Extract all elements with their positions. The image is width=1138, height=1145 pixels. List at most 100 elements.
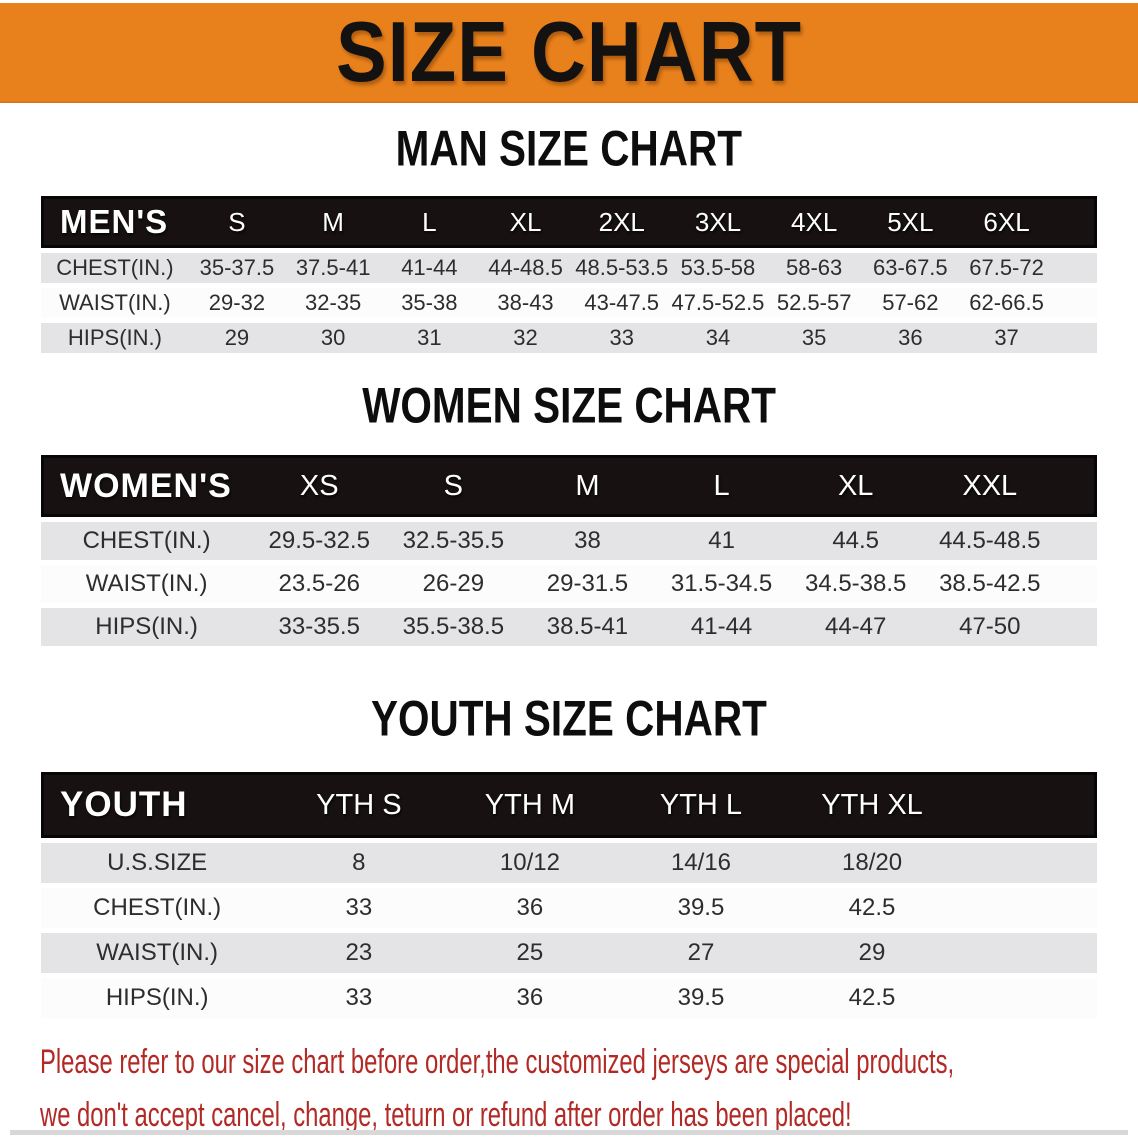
size-cell-waist-in-xxl: 38.5-42.5 <box>922 565 1057 603</box>
men-header-label: MEN'S <box>41 196 189 248</box>
row-label: HIPS(IN.) <box>41 608 253 646</box>
size-cell-chest-in-4xl: 58-63 <box>766 253 863 283</box>
women-section-title: WOMEN SIZE CHART <box>0 376 1138 434</box>
size-cell-u-s-size-yth-s: 8 <box>273 843 445 883</box>
header-spacer-cell <box>1056 455 1097 517</box>
youth-section-title-text: YOUTH SIZE CHART <box>371 689 767 747</box>
size-cell-hips-in-6xl: 37 <box>958 323 1055 353</box>
size-cell-waist-in-3xl: 47.5-52.5 <box>669 288 767 318</box>
size-cell-hips-in-m: 30 <box>285 323 382 353</box>
size-chart-content: MAN SIZE CHART MEN'S S M L XL 2XL 3XL 4XL 5XL 6X… <box>0 123 1138 1023</box>
size-cell-chest-in-m: 37.5-41 <box>285 253 382 283</box>
table-row-hips-in: HIPS(IN.) 33-35.5 35.5-38.5 38.5-41 41-44 44-… <box>41 608 1097 646</box>
column-header-xs: XS <box>252 455 387 517</box>
header-spacer-cell <box>1054 196 1097 248</box>
size-cell-chest-in-3xl: 53.5-58 <box>669 253 767 283</box>
size-cell-chest-in-s: 35-37.5 <box>188 253 286 283</box>
notice-line-2: we don't accept cancel, change, teturn o… <box>40 1092 1138 1145</box>
table-row-chest-in: CHEST(IN.) 29.5-32.5 32.5-35.5 38 41 44.5 44.5… <box>41 522 1097 560</box>
notice-line-1: Please refer to our size chart before or… <box>40 1039 1138 1092</box>
size-cell-waist-in-yth-l: 27 <box>615 933 787 973</box>
size-cell-hips-in-yth-l: 39.5 <box>615 978 787 1018</box>
size-cell-chest-in-l: 41 <box>654 522 789 560</box>
row-spacer-cell <box>1054 323 1097 353</box>
row-label: CHEST(IN.) <box>41 888 274 928</box>
column-header-l: L <box>381 196 478 248</box>
size-cell-waist-in-xs: 23.5-26 <box>252 565 387 603</box>
notice-line-1-text: Please refer to our size chart before or… <box>40 1043 955 1081</box>
youth-size-table: YOUTH YTH S YTH M YTH L YTH XL U.S.SIZE 8 10/… <box>41 767 1097 1023</box>
size-cell-waist-in-6xl: 62-66.5 <box>958 288 1055 318</box>
size-cell-u-s-size-yth-xl: 18/20 <box>786 843 958 883</box>
row-spacer-cell <box>1056 565 1097 603</box>
size-cell-hips-in-2xl: 33 <box>573 323 670 353</box>
size-cell-u-s-size-yth-l: 14/16 <box>615 843 787 883</box>
size-cell-hips-in-yth-m: 36 <box>444 978 616 1018</box>
size-cell-waist-in-s: 26-29 <box>386 565 521 603</box>
size-cell-chest-in-yth-s: 33 <box>273 888 445 928</box>
men-header-row: MEN'S S M L XL 2XL 3XL 4XL 5XL 6XL <box>41 196 1097 248</box>
column-header-5xl: 5XL <box>862 196 959 248</box>
size-cell-hips-in-l: 31 <box>381 323 478 353</box>
column-header-xl: XL <box>788 455 923 517</box>
column-header-xxl: XXL <box>922 455 1057 517</box>
size-cell-hips-in-4xl: 35 <box>766 323 863 353</box>
size-cell-chest-in-m: 38 <box>520 522 655 560</box>
column-header-m: M <box>520 455 655 517</box>
row-spacer-cell <box>1054 288 1097 318</box>
size-cell-waist-in-xl: 34.5-38.5 <box>788 565 923 603</box>
row-spacer-cell <box>1056 522 1097 560</box>
size-cell-chest-in-s: 32.5-35.5 <box>386 522 521 560</box>
size-cell-waist-in-l: 35-38 <box>381 288 478 318</box>
row-label: WAIST(IN.) <box>41 288 189 318</box>
size-cell-waist-in-m: 29-31.5 <box>520 565 655 603</box>
row-spacer-cell <box>1056 608 1097 646</box>
size-cell-waist-in-yth-s: 23 <box>273 933 445 973</box>
column-header-s: S <box>386 455 521 517</box>
youth-header-label: YOUTH <box>41 772 274 838</box>
size-cell-waist-in-yth-m: 25 <box>444 933 616 973</box>
notice-line-2-text: we don't accept cancel, change, teturn o… <box>40 1096 852 1134</box>
size-cell-waist-in-5xl: 57-62 <box>862 288 959 318</box>
size-cell-chest-in-yth-xl: 42.5 <box>786 888 958 928</box>
header-spacer-cell <box>957 772 1097 838</box>
column-header-3xl: 3XL <box>669 196 767 248</box>
row-label: WAIST(IN.) <box>41 933 274 973</box>
size-cell-hips-in-l: 41-44 <box>654 608 789 646</box>
size-cell-chest-in-2xl: 48.5-53.5 <box>573 253 670 283</box>
size-cell-waist-in-xl: 38-43 <box>477 288 574 318</box>
men-table-wrap: MEN'S S M L XL 2XL 3XL 4XL 5XL 6XL CHEST(IN.) 35-… <box>41 191 1097 358</box>
column-header-yth-xl: YTH XL <box>786 772 958 838</box>
size-cell-hips-in-xxl: 47-50 <box>922 608 1057 646</box>
size-cell-waist-in-4xl: 52.5-57 <box>766 288 863 318</box>
table-row-chest-in: CHEST(IN.) 35-37.5 37.5-41 41-44 44-48.5 48.5… <box>41 253 1097 283</box>
column-header-xl: XL <box>477 196 574 248</box>
table-row-u-s-size: U.S.SIZE 8 10/12 14/16 18/20 <box>41 843 1097 883</box>
column-header-2xl: 2XL <box>573 196 670 248</box>
size-cell-hips-in-5xl: 36 <box>862 323 959 353</box>
table-row-waist-in: WAIST(IN.) 29-32 32-35 35-38 38-43 43-47.5 47.… <box>41 288 1097 318</box>
women-section-title-text: WOMEN SIZE CHART <box>362 376 776 434</box>
column-header-4xl: 4XL <box>766 196 863 248</box>
youth-header-row: YOUTH YTH S YTH M YTH L YTH XL <box>41 772 1097 838</box>
size-cell-chest-in-yth-l: 39.5 <box>615 888 787 928</box>
column-header-yth-m: YTH M <box>444 772 616 838</box>
column-header-s: S <box>188 196 286 248</box>
size-cell-hips-in-xl: 32 <box>477 323 574 353</box>
size-cell-waist-in-l: 31.5-34.5 <box>654 565 789 603</box>
column-header-m: M <box>285 196 382 248</box>
column-header-l: L <box>654 455 789 517</box>
column-header-yth-s: YTH S <box>273 772 445 838</box>
row-spacer-cell <box>957 978 1097 1018</box>
size-cell-waist-in-2xl: 43-47.5 <box>573 288 670 318</box>
row-label: U.S.SIZE <box>41 843 274 883</box>
row-label: HIPS(IN.) <box>41 323 189 353</box>
row-label: HIPS(IN.) <box>41 978 274 1018</box>
size-cell-waist-in-yth-xl: 29 <box>786 933 958 973</box>
size-cell-hips-in-s: 35.5-38.5 <box>386 608 521 646</box>
size-cell-hips-in-yth-s: 33 <box>273 978 445 1018</box>
youth-table-wrap: YOUTH YTH S YTH M YTH L YTH XL U.S.SIZE 8 10/… <box>41 767 1097 1023</box>
size-cell-chest-in-5xl: 63-67.5 <box>862 253 959 283</box>
size-cell-chest-in-l: 41-44 <box>381 253 478 283</box>
column-header-yth-l: YTH L <box>615 772 787 838</box>
